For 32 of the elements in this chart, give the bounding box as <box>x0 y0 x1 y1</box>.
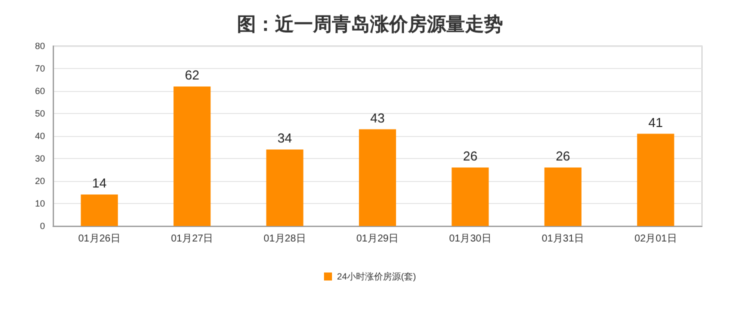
y-tick-label: 40 <box>34 131 45 141</box>
x-tick-label: 01月26日 <box>78 234 120 244</box>
bar <box>174 86 211 226</box>
bar <box>637 134 674 226</box>
chart-title: 图：近一周青岛涨价房源量走势 <box>237 14 503 36</box>
bar <box>358 129 396 226</box>
y-tick-label: 30 <box>34 154 45 164</box>
y-tick-label: 70 <box>34 64 45 74</box>
legend-label: 24小时涨价房源(套) <box>337 272 416 282</box>
x-tick-label: 01月29日 <box>356 234 399 244</box>
y-tick-label: 10 <box>34 198 45 208</box>
y-tick-label: 20 <box>34 176 45 186</box>
x-tick-label: 01月28日 <box>264 234 306 244</box>
data-label: 14 <box>92 176 107 190</box>
data-label: 26 <box>556 148 570 164</box>
y-tick-label: 50 <box>34 108 45 118</box>
bar <box>452 168 489 226</box>
bar <box>80 194 118 226</box>
x-tick-label: 01月27日 <box>170 234 214 244</box>
x-tick-label: 02月01日 <box>634 234 677 244</box>
x-tick-label: 01月30日 <box>449 234 492 244</box>
data-label: 43 <box>370 110 385 126</box>
data-label: 34 <box>278 130 292 146</box>
bar <box>266 150 304 226</box>
y-tick-label: 80 <box>34 41 45 51</box>
bar <box>544 168 582 226</box>
data-label: 62 <box>184 68 200 82</box>
data-label: 41 <box>648 114 663 130</box>
data-label: 26 <box>462 148 478 164</box>
x-tick-label: 01月31日 <box>542 234 584 244</box>
y-tick-label: 60 <box>34 86 45 96</box>
y-tick-label: 0 <box>40 221 45 231</box>
